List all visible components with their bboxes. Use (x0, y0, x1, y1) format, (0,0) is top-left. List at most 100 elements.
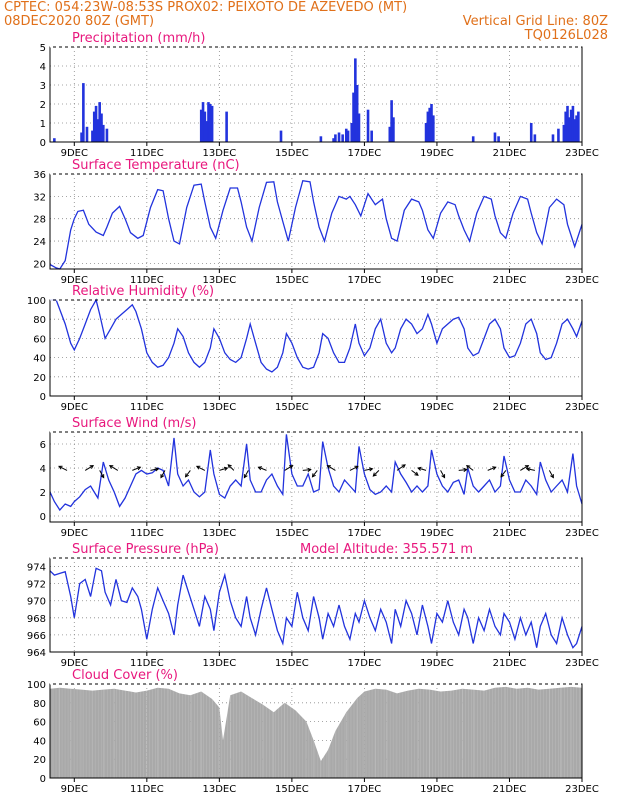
wind-vector-head (500, 473, 505, 478)
wind-vector (411, 469, 419, 476)
cloud-cover-segment (125, 690, 136, 778)
x-tick-label: 23DEC (565, 528, 599, 539)
precip-bar (208, 104, 212, 142)
precip-bar (432, 115, 435, 142)
panel-title-cloud: Cloud Cover (%) (72, 668, 178, 683)
precip-bar (366, 109, 370, 142)
x-tick-label: 23DEC (565, 784, 599, 795)
wind-vector-head (243, 474, 248, 479)
model-altitude-label: Model Altitude: 355.571 m (300, 542, 473, 557)
series-line-press (49, 567, 583, 649)
x-tick-label: 23DEC (565, 148, 599, 159)
cloud-cover-segment (451, 688, 463, 778)
cloud-cover-segment (505, 686, 517, 778)
precip-bar (53, 138, 56, 142)
x-tick-label: 21DEC (493, 148, 527, 159)
cloud-cover-segment (494, 686, 506, 778)
wind-vector-head (195, 465, 201, 470)
cloud-cover-segment (157, 687, 169, 778)
x-tick-label: 21DEC (493, 402, 527, 413)
wind-vector-head (417, 466, 422, 471)
wind-vector (243, 470, 249, 478)
x-tick-label: 21DEC (493, 658, 527, 669)
x-tick-label: 23DEC (565, 658, 599, 669)
wind-vector-head (108, 465, 114, 469)
header-grid-line-note: Vertical Grid Line: 80Z (462, 14, 608, 29)
precip-bar (92, 111, 96, 142)
wind-vector-head (154, 467, 160, 472)
cloud-cover-segment (516, 687, 528, 778)
wind-vector (520, 465, 529, 471)
cloud-cover-segment (560, 686, 572, 778)
y-tick-label: 36 (33, 170, 46, 181)
panel-title-precip: Precipitation (mm/h) (72, 31, 205, 46)
wind-vector-head (465, 464, 471, 469)
precip-bar (392, 117, 395, 142)
cloud-cover-segment (273, 702, 285, 778)
cloud-cover-segment (364, 688, 376, 778)
wind-vector (526, 468, 535, 471)
wind-vector (284, 465, 293, 471)
precip-bar (571, 105, 575, 142)
y-tick-label: 0 (40, 392, 46, 403)
wind-vector (312, 470, 318, 478)
wind-vector (417, 467, 427, 471)
x-tick-label: 9DEC (61, 528, 88, 539)
precip-bar (577, 111, 580, 142)
wind-vector-head (401, 464, 406, 469)
precip-bar (100, 113, 103, 142)
x-tick-label: 9DEC (61, 402, 88, 413)
y-tick-label: 0 (40, 512, 46, 523)
wind-vector-head (223, 466, 229, 471)
x-tick-label: 23DEC (565, 402, 599, 413)
precip-bar (390, 100, 393, 142)
x-tick-label: 21DEC (493, 275, 527, 286)
wind-vector-head (227, 464, 232, 469)
panel-title-temp: Surface Temperature (nC) (72, 158, 240, 173)
wind-vector-head (414, 471, 419, 476)
y-tick-label: 964 (27, 648, 46, 659)
x-tick-label: 9DEC (61, 148, 88, 159)
precip-bar (199, 109, 203, 142)
y-tick-label: 966 (27, 631, 46, 642)
wind-vector (349, 465, 359, 471)
x-tick-label: 21DEC (493, 784, 527, 795)
cloud-cover-segment (462, 688, 474, 778)
precip-bar (205, 121, 208, 142)
precip-bar (332, 138, 335, 142)
precip-bar (341, 134, 344, 142)
series-line-wind (49, 434, 583, 512)
precip-bar (357, 113, 361, 142)
x-tick-label: 17DEC (348, 402, 382, 413)
precip-bar (562, 124, 566, 142)
precip-bar (319, 136, 323, 142)
precip-bar (497, 136, 500, 142)
panel-frame (49, 173, 583, 270)
wind-vector-head (89, 465, 95, 469)
wind-vector-head (58, 465, 63, 470)
precip-bar (424, 123, 428, 142)
wind-vector (487, 466, 496, 471)
cloud-cover-segment (114, 688, 126, 778)
header-model-id: TQ0126L028 (524, 28, 608, 43)
wind-vector-head (100, 474, 105, 479)
cloud-cover-segment (230, 691, 242, 778)
cloud-cover-segment (335, 712, 347, 778)
wind-vector (466, 465, 474, 471)
y-tick-label: 28 (33, 215, 46, 226)
y-tick-label: 24 (33, 237, 46, 248)
wind-vector (58, 465, 68, 471)
y-tick-label: 974 (27, 563, 46, 574)
precip-bar (85, 126, 89, 142)
precip-bar (344, 128, 348, 142)
wind-vector (196, 465, 206, 471)
precip-bar (105, 128, 109, 142)
cloud-cover-segment (81, 689, 93, 778)
wind-vector (372, 470, 380, 477)
y-tick-label: 0 (40, 774, 46, 785)
precip-bar (225, 111, 228, 142)
panel-title-wind: Surface Wind (m/s) (72, 416, 196, 431)
cloud-cover-segment (251, 698, 263, 778)
wind-vector (132, 466, 141, 471)
